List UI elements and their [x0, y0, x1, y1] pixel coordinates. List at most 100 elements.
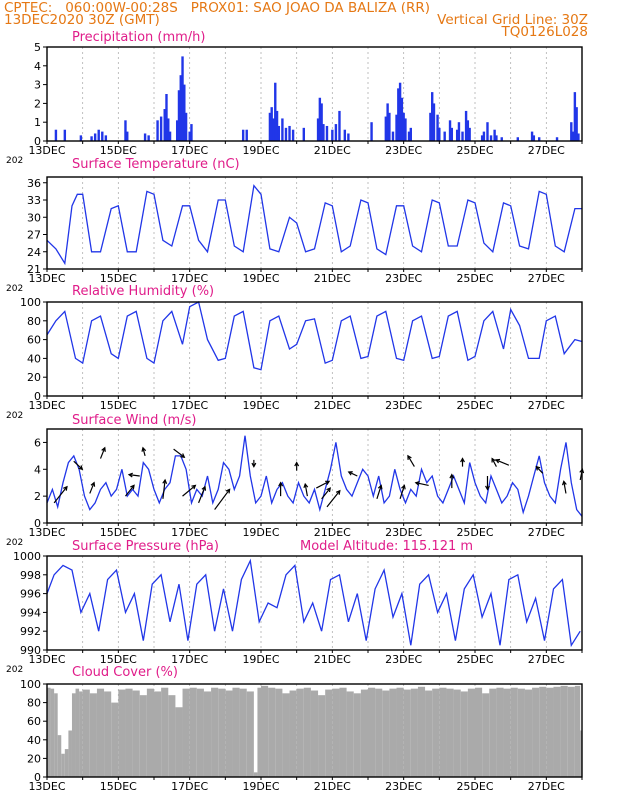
cloud-bar: [489, 688, 497, 777]
wind-arrowhead: [414, 480, 420, 486]
precip-bar: [181, 56, 184, 141]
precip-bar: [464, 110, 468, 141]
precip-bar: [179, 75, 182, 141]
cloud-bar: [296, 688, 304, 777]
wind-arrow: [99, 447, 106, 459]
precip-bar: [400, 97, 404, 141]
x-tick-label: 15DEC: [100, 272, 137, 285]
precip-bar: [325, 125, 329, 141]
header-line1: CPTEC: 060:00W-00:28S PROX01: SAO JOAO D…: [4, 0, 431, 16]
y-tick-label: 30: [27, 211, 41, 224]
precip-bar: [538, 137, 541, 141]
precip-bar: [386, 103, 389, 141]
x-tick-label: 15DEC: [100, 653, 137, 666]
x-tick-label: 27DEC: [528, 144, 565, 157]
cloud-bar: [203, 691, 212, 777]
wind-arrowhead: [278, 481, 284, 487]
x-tick-label: 15DEC: [100, 780, 137, 793]
wind-arrow: [348, 471, 358, 477]
precip-bar: [482, 131, 486, 141]
cloud-bar: [503, 688, 511, 777]
y-tick-label: 1: [34, 116, 41, 129]
cloud-bar: [580, 730, 582, 777]
precip-bar: [126, 131, 129, 141]
x-tick-label: 27DEC: [528, 272, 565, 285]
cloud-bar: [79, 691, 83, 777]
x-tick-label: 19DEC: [242, 653, 279, 666]
x-tick-label: 25DEC: [456, 780, 493, 793]
panel-2: Surface Temperature (nC) 21 24 27 30 33 36 13DE…: [6, 157, 583, 294]
precip-bar: [272, 118, 275, 141]
x-tick-label: 25DEC: [456, 653, 493, 666]
cloud-bar: [389, 688, 397, 777]
panel-frame: [46, 428, 583, 524]
series-line: [46, 558, 581, 648]
precip-bar: [570, 122, 573, 141]
precip-bar: [320, 103, 323, 141]
cloud-bar: [111, 702, 119, 777]
precip-bar: [480, 135, 484, 141]
wind-arrow: [321, 487, 331, 500]
panel-3: Relative Humidity (%) 0 20 40 60 80 100 13DEC 15…: [6, 284, 583, 421]
y-tick-label: 4: [34, 463, 41, 476]
precip-bar: [395, 114, 398, 141]
cloud-bar: [574, 685, 581, 777]
x-tick-label: 21DEC: [314, 144, 351, 157]
precip-bar: [495, 135, 498, 141]
cloud-bar: [325, 689, 333, 777]
precip-bar: [316, 118, 320, 141]
cloud-bar: [89, 693, 97, 777]
x-tick-label: 21DEC: [314, 526, 351, 539]
x-tick-label: 27DEC: [528, 653, 565, 666]
cloud-bar: [268, 687, 276, 777]
precip-bar: [318, 97, 322, 141]
x-tick-label: 19DEC: [242, 399, 279, 412]
cloud-bar: [61, 753, 65, 777]
y-tick-label: 36: [27, 177, 41, 190]
panel-5: Surface Pressure (hPa) Model Altitude: 11…: [6, 539, 583, 675]
y-tick-label: 992: [20, 625, 41, 638]
y-tick-label: 20: [27, 371, 41, 384]
cloud-bar: [68, 730, 72, 777]
precip-bar: [241, 129, 245, 141]
x-tick-label: 25DEC: [456, 526, 493, 539]
panel-frame: [46, 46, 583, 142]
panel-title: Relative Humidity (%): [72, 284, 214, 299]
wind-arrowhead: [251, 462, 257, 468]
y-tick-label: 5: [34, 41, 41, 54]
wind-arrowhead: [335, 489, 341, 495]
precip-bar: [450, 127, 454, 141]
cloud-bar: [546, 687, 554, 777]
cloud-bar: [289, 690, 297, 777]
precip-bar: [302, 127, 305, 141]
cloud-bar: [560, 685, 568, 777]
x-tick-label: 27DEC: [528, 526, 565, 539]
x-tick-label: 27DEC: [528, 399, 565, 412]
cloud-bar: [211, 687, 219, 777]
cloud-bar: [553, 686, 561, 777]
precip-bar: [104, 135, 108, 141]
precip-bar: [431, 92, 434, 141]
y-tick-label: 0: [34, 771, 41, 784]
x-tick-label: 23DEC: [385, 144, 422, 157]
cloud-bar: [47, 687, 51, 777]
precip-bar: [530, 131, 534, 141]
cloud-bar: [432, 688, 440, 777]
cloud-bar: [382, 690, 390, 777]
cloud-bar: [403, 689, 411, 777]
x-tick-label: 15DEC: [100, 399, 137, 412]
y-tick-label: 24: [27, 246, 41, 259]
x-tick-label: 19DEC: [242, 272, 279, 285]
x-tick-label: 25DEC: [456, 399, 493, 412]
precip-bar: [500, 137, 503, 141]
x-tick-label: 17DEC: [171, 144, 208, 157]
x-tick-label: 19DEC: [242, 144, 279, 157]
wind-arrowhead: [401, 484, 406, 490]
series-line: [46, 184, 582, 266]
cloud-bar: [57, 735, 62, 777]
wind-arrowhead: [485, 485, 490, 491]
y-tick-label: 6: [34, 436, 41, 449]
y-tick-label: 33: [27, 194, 41, 207]
wind-arrowhead: [162, 478, 168, 484]
wind-arrow: [326, 490, 341, 508]
